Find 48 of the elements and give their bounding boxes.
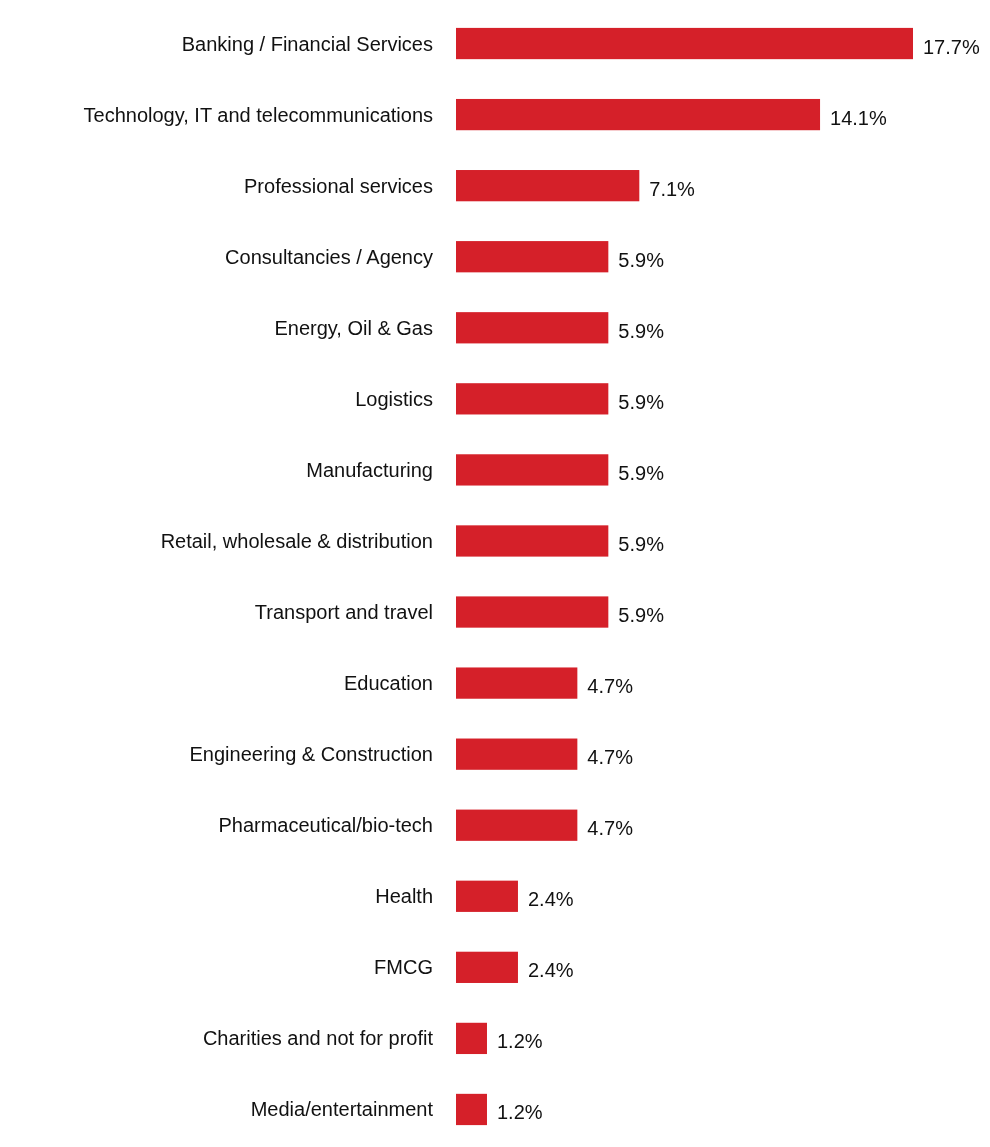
bar [456,880,518,912]
data-label: 5.9% [618,248,665,271]
bar [456,738,578,770]
data-label: 5.9% [618,319,665,342]
y-tick-label: Media/entertainment [250,1098,434,1121]
data-label: 7.1% [649,177,696,200]
bar [456,454,609,486]
bar [456,809,578,841]
y-tick-label: FMCG [374,956,433,979]
y-tick-label: Technology, IT and telecommunications [83,103,433,126]
bar [456,383,609,415]
data-label: 5.9% [618,390,665,413]
data-label: 1.2% [496,1101,543,1124]
y-tick-label: Logistics [355,387,433,410]
bar [456,1093,487,1126]
y-tick-label: Professional services [244,174,433,197]
y-tick-label: Banking / Financial Services [181,32,433,55]
y-tick-label: Manufacturing [306,458,433,481]
y-tick-label: Pharmaceutical/bio-tech [218,814,433,837]
data-label: 2.4% [527,888,574,911]
y-tick-label: Energy, Oil & Gas [274,316,433,339]
y-tick-label: Education [344,672,433,695]
data-label: 2.4% [527,959,574,982]
bar [456,241,609,273]
data-label: 5.9% [618,532,665,555]
data-label: 1.2% [496,1030,543,1053]
y-tick-label: Transport and travel [254,601,433,624]
y-tick-label: Consultancies / Agency [225,245,433,268]
bar [456,525,609,557]
data-label: 4.7% [587,817,634,840]
bar [456,667,578,699]
data-label: 14.1% [830,106,887,129]
bar [456,98,821,131]
data-label: 5.9% [618,461,665,484]
y-tick-label: Retail, wholesale & distribution [160,529,433,552]
bar [456,312,609,344]
bar [456,596,609,628]
data-label: 4.7% [587,675,634,698]
data-label: 5.9% [618,604,665,627]
y-tick-label: Engineering & Construction [189,743,433,766]
bar [456,951,518,983]
bar [456,1022,487,1055]
data-label: 4.7% [587,746,634,769]
bar [456,170,640,202]
data-label: 17.7% [923,35,980,58]
y-tick-label: Health [375,885,433,908]
y-tick-label: Charities and not for profit [202,1027,434,1050]
bar [456,27,913,60]
